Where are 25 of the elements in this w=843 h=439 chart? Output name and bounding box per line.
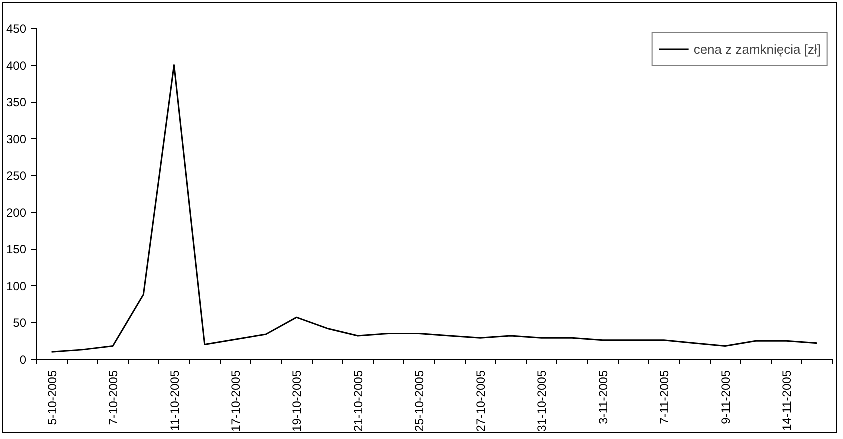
x-tick-label: 25-10-2005 [412,370,427,432]
x-tick-label: 19-10-2005 [290,370,304,432]
y-tick-label: 100 [6,279,27,294]
y-tick-label: 150 [6,242,27,257]
y-tick-label: 200 [6,206,27,220]
y-tick-label: 300 [6,132,27,146]
x-tick-label: 7-10-2005 [106,370,121,426]
legend-label: cena z zamknięcia [zł] [694,42,821,56]
y-tick-label: 450 [6,22,27,36]
x-tick-label: 5-10-2005 [45,370,60,426]
x-tick-label: 7-11-2005 [658,370,672,424]
x-tick-label: 17-10-2005 [229,370,243,432]
y-tick-label: 50 [13,316,27,330]
x-tick-label: 14-11-2005 [780,370,794,431]
x-tick-label: 31-10-2005 [535,370,550,432]
x-tick-label: 11-10-2005 [168,370,182,431]
line-series [51,64,818,353]
y-tick-label: 250 [6,169,27,184]
y-tick-label: 350 [6,96,27,110]
x-tick-label: 9-11-2005 [718,370,733,424]
y-tick-label: 400 [6,58,27,73]
x-tick-label: 3-11-2005 [596,370,610,424]
x-tick-label: 27-10-2005 [474,370,488,432]
y-tick-label: 0 [20,353,27,367]
x-tick-label: 21-10-2005 [351,370,366,432]
